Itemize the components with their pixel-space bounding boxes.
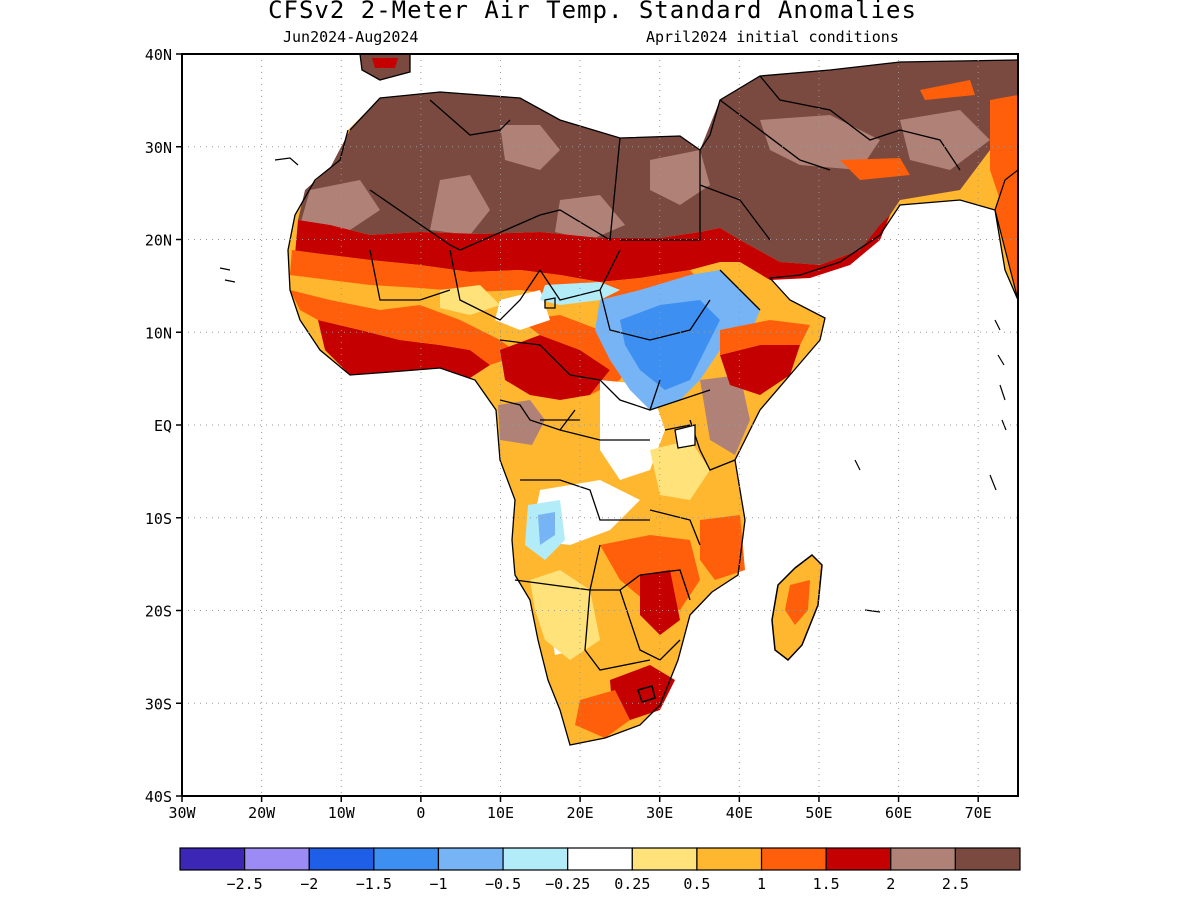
lon-tick-label: 60E bbox=[885, 804, 912, 822]
colorbar-swatch bbox=[696, 847, 763, 871]
lon-tick-label: 10E bbox=[487, 804, 514, 822]
anomaly-tan-7 bbox=[650, 150, 710, 205]
anomaly-tan-6 bbox=[900, 110, 990, 170]
anomaly-tan-4 bbox=[555, 195, 625, 240]
lon-tick-label: 40E bbox=[726, 804, 753, 822]
lon-tick-label: 30W bbox=[168, 804, 196, 822]
anomaly-tan-2 bbox=[430, 175, 490, 235]
anomaly-red-central bbox=[500, 335, 610, 400]
lat-tick-label: 40S bbox=[145, 788, 172, 806]
colorbar-swatch bbox=[760, 847, 827, 871]
anomaly-tan-1 bbox=[300, 180, 380, 230]
anomaly-orange-southafrica bbox=[575, 690, 630, 738]
colorbar-swatch bbox=[502, 847, 569, 871]
lake-victoria bbox=[674, 424, 696, 449]
colorbar: −2.5 −2 −1.5 −1 −0.5 −0.25 0.25 0.5 1 1.5 2 2.5 bbox=[179, 847, 1021, 893]
lat-tick-label: EQ bbox=[154, 417, 172, 435]
anomaly-orange-south-1 bbox=[600, 535, 700, 610]
lon-tick-label: 0 bbox=[416, 804, 425, 822]
anomaly-red-zimbabwe bbox=[640, 570, 680, 635]
iberia-red bbox=[372, 58, 398, 68]
colorbar-label: 2.5 bbox=[942, 875, 969, 893]
anomaly-yellow-east bbox=[650, 440, 710, 500]
colorbar-label: −0.25 bbox=[545, 875, 590, 893]
anomaly-red-sahel bbox=[295, 215, 890, 282]
arabia-red-1 bbox=[840, 158, 910, 180]
lon-tick-label: 30E bbox=[646, 804, 673, 822]
lon-tick-label: 10W bbox=[328, 804, 356, 822]
lon-tick-label: 50E bbox=[805, 804, 832, 822]
anomaly-yellow-westafrica bbox=[440, 285, 500, 315]
colorbar-swatch bbox=[244, 847, 310, 871]
lat-tick-label: 40N bbox=[145, 46, 172, 64]
anomaly-tan-3 bbox=[500, 125, 560, 170]
lesotho-outline bbox=[637, 685, 656, 703]
madagascar-orange bbox=[785, 580, 810, 625]
graticule bbox=[182, 54, 1018, 796]
colorbar-label: −0.5 bbox=[485, 875, 521, 893]
initial-conditions: April2024 initial conditions bbox=[646, 28, 899, 46]
lat-tick-label: 20N bbox=[145, 232, 172, 250]
colorbar-label: −1.5 bbox=[356, 875, 392, 893]
anomaly-white-1 bbox=[495, 290, 550, 330]
colorbar-swatch bbox=[890, 847, 956, 871]
colorbar-label: 0.25 bbox=[614, 875, 650, 893]
map-title: CFSv2 2-Meter Air Temp. Standard Anomali… bbox=[268, 0, 917, 24]
latitude-axis: 40N 30N 20N 10N EQ 10S 20S 30S 40S bbox=[145, 46, 182, 806]
colorbar-label: 2 bbox=[886, 875, 895, 893]
colorbar-swatch bbox=[567, 847, 633, 871]
colorbar-label: −2.5 bbox=[227, 875, 263, 893]
anomaly-tan-5 bbox=[760, 115, 880, 170]
colorbar-swatch bbox=[825, 847, 892, 871]
colorbar-swatch bbox=[308, 847, 375, 871]
lat-tick-label: 30S bbox=[145, 695, 172, 713]
colorbar-swatch bbox=[437, 847, 504, 871]
anomaly-orange-horn bbox=[720, 320, 810, 355]
colorbar-swatch bbox=[954, 847, 1021, 871]
lon-tick-label: 70E bbox=[965, 804, 992, 822]
anomaly-tan-8 bbox=[700, 375, 750, 455]
anomaly-orange-south-2 bbox=[700, 515, 745, 580]
arabia-red-2 bbox=[990, 95, 1018, 200]
map-content bbox=[219, 54, 1018, 746]
colorbar-label: 1.5 bbox=[813, 875, 840, 893]
colorbar-label: 1 bbox=[757, 875, 766, 893]
anomaly-yellow-south bbox=[530, 570, 600, 660]
longitude-axis: 30W 20W 10W 0 10E 20E 30E 40E 50E 60E 70E bbox=[168, 796, 992, 822]
lat-tick-label: 10N bbox=[145, 324, 172, 342]
lat-tick-label: 30N bbox=[145, 139, 172, 157]
anomaly-red-horn bbox=[720, 345, 800, 395]
anomaly-lightblue-angola bbox=[538, 512, 555, 545]
colorbar-swatch bbox=[373, 847, 440, 871]
lon-tick-label: 20E bbox=[567, 804, 594, 822]
lat-tick-label: 20S bbox=[145, 603, 172, 621]
arabia-red-3 bbox=[920, 80, 975, 100]
lake-chad bbox=[544, 297, 556, 309]
anomaly-orange-westafrica bbox=[290, 290, 520, 365]
lon-tick-label: 20W bbox=[248, 804, 276, 822]
lat-tick-label: 10S bbox=[145, 510, 172, 528]
forecast-period: Jun2024-Aug2024 bbox=[283, 28, 419, 46]
anomaly-tan-gabon bbox=[498, 400, 545, 445]
india bbox=[994, 169, 1018, 301]
colorbar-label: −2 bbox=[300, 875, 318, 893]
colorbar-swatch bbox=[179, 847, 246, 871]
anomaly-red-westafrica bbox=[318, 320, 490, 378]
colorbar-swatch bbox=[631, 847, 698, 871]
colorbar-label: 0.5 bbox=[683, 875, 710, 893]
colorbar-label: −1 bbox=[429, 875, 447, 893]
